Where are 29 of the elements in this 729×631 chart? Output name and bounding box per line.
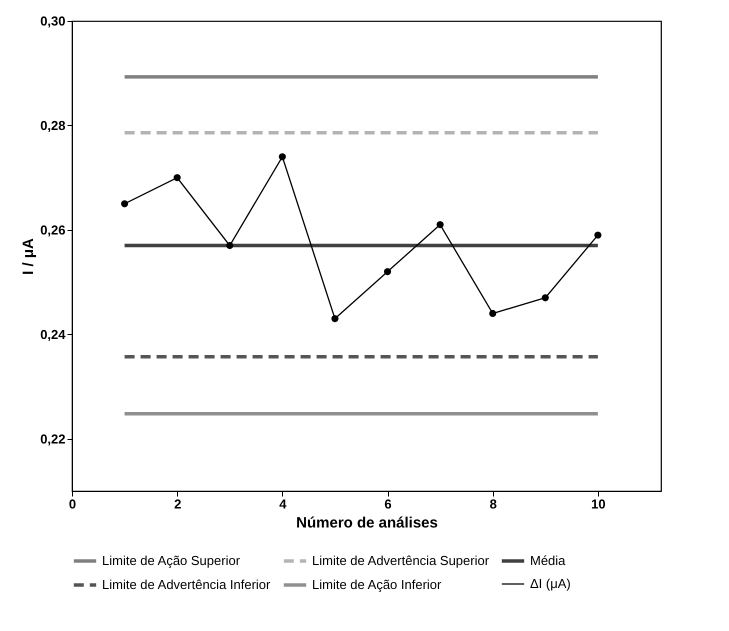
y-tick-label: 0,22 xyxy=(40,431,66,446)
legend-label: Média xyxy=(530,553,566,568)
legend-label: Limite de Advertência Inferior xyxy=(102,577,272,592)
x-tick-label: 2 xyxy=(174,496,182,512)
y-tick-label: 0,26 xyxy=(40,222,66,238)
point xyxy=(542,294,549,302)
point xyxy=(174,174,181,182)
legend-label: Limite de Advertência Superior xyxy=(312,553,490,568)
point xyxy=(436,221,444,228)
y-axis-title: I / μA xyxy=(20,238,38,275)
point xyxy=(121,200,128,208)
x-axis-title: Número de análises xyxy=(296,514,438,532)
point xyxy=(594,232,602,239)
legend-label: Limite de Ação Inferior xyxy=(312,577,442,592)
x-tick-label: 8 xyxy=(490,496,497,512)
x-tick-label: 0 xyxy=(68,496,76,512)
x-tick-label: 10 xyxy=(591,496,606,512)
x-tick-label: 4 xyxy=(279,496,288,512)
y-tick-label: 0,28 xyxy=(40,118,66,133)
y-tick-label: 0,30 xyxy=(40,14,66,28)
y-tick-label: 0,24 xyxy=(40,326,66,342)
point xyxy=(384,268,392,276)
x-tick-label: 6 xyxy=(384,496,392,512)
point xyxy=(278,153,286,160)
legend-label: ΔI (μA) xyxy=(530,576,571,591)
point xyxy=(489,310,496,317)
point xyxy=(331,315,338,322)
point xyxy=(226,242,234,250)
legend-label: Limite de Ação Superior xyxy=(102,553,241,568)
